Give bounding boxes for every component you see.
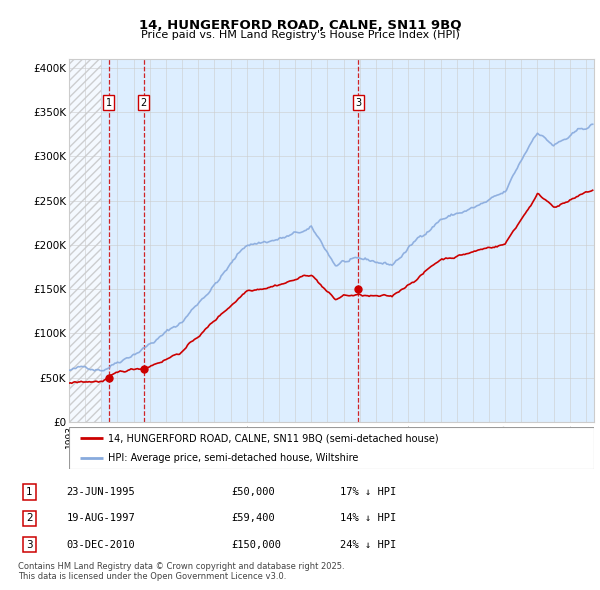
Text: Price paid vs. HM Land Registry's House Price Index (HPI): Price paid vs. HM Land Registry's House … (140, 30, 460, 40)
Text: 03-DEC-2010: 03-DEC-2010 (67, 539, 136, 549)
Text: 24% ↓ HPI: 24% ↓ HPI (340, 539, 397, 549)
Text: 19-AUG-1997: 19-AUG-1997 (67, 513, 136, 523)
Text: 3: 3 (355, 97, 362, 107)
Text: 23-JUN-1995: 23-JUN-1995 (67, 487, 136, 497)
Text: HPI: Average price, semi-detached house, Wiltshire: HPI: Average price, semi-detached house,… (109, 453, 359, 463)
Text: 1: 1 (26, 487, 32, 497)
Text: 3: 3 (26, 539, 32, 549)
Text: £59,400: £59,400 (231, 513, 275, 523)
Text: 14% ↓ HPI: 14% ↓ HPI (340, 513, 397, 523)
Text: 2: 2 (26, 513, 32, 523)
Text: £50,000: £50,000 (231, 487, 275, 497)
Text: 14, HUNGERFORD ROAD, CALNE, SN11 9BQ: 14, HUNGERFORD ROAD, CALNE, SN11 9BQ (139, 19, 461, 32)
Text: Contains HM Land Registry data © Crown copyright and database right 2025.
This d: Contains HM Land Registry data © Crown c… (18, 562, 344, 581)
Text: £150,000: £150,000 (231, 539, 281, 549)
Text: 14, HUNGERFORD ROAD, CALNE, SN11 9BQ (semi-detached house): 14, HUNGERFORD ROAD, CALNE, SN11 9BQ (se… (109, 434, 439, 444)
FancyBboxPatch shape (69, 427, 594, 469)
Text: 1: 1 (106, 97, 112, 107)
Text: 17% ↓ HPI: 17% ↓ HPI (340, 487, 397, 497)
Text: 2: 2 (140, 97, 147, 107)
Bar (69, 59, 101, 422)
